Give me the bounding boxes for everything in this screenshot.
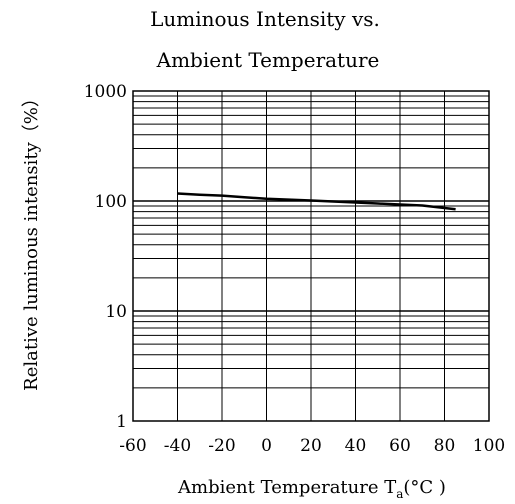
x-axis-ticks: -60 -40 -20 0 20 40 60 80 100: [119, 436, 505, 456]
grid: [133, 91, 489, 421]
data-curve: [177, 192, 456, 211]
y-tick-label: 1: [116, 412, 127, 432]
y-tick-label: 1000: [84, 82, 127, 102]
y-axis-ticks: 1 10 100 1000: [84, 82, 127, 432]
x-tick-label: -60: [119, 436, 146, 456]
y-tick-label: 10: [105, 302, 127, 322]
x-tick-label: -20: [208, 436, 235, 456]
x-tick-label: 0: [261, 436, 272, 456]
x-tick-label: 100: [473, 436, 505, 456]
x-tick-label: 80: [434, 436, 456, 456]
chart-title-line2: Ambient Temperature: [156, 48, 380, 72]
x-tick-label: 40: [345, 436, 367, 456]
x-axis-label-main: Ambient Temperature T: [177, 477, 396, 498]
x-axis-label: Ambient Temperature Ta(°C ): [177, 477, 446, 501]
x-tick-label: 20: [300, 436, 322, 456]
x-axis-label-unit: (°C ): [403, 477, 446, 498]
x-axis-label-sub: a: [396, 487, 403, 501]
chart-title-line1: Luminous Intensity vs.: [150, 7, 380, 31]
y-tick-label: 100: [95, 192, 127, 212]
y-axis-label: Relative luminous intensity（%）: [21, 89, 42, 391]
x-tick-label: -40: [164, 436, 191, 456]
plot-frame: [132, 90, 490, 422]
x-tick-label: 60: [389, 436, 411, 456]
